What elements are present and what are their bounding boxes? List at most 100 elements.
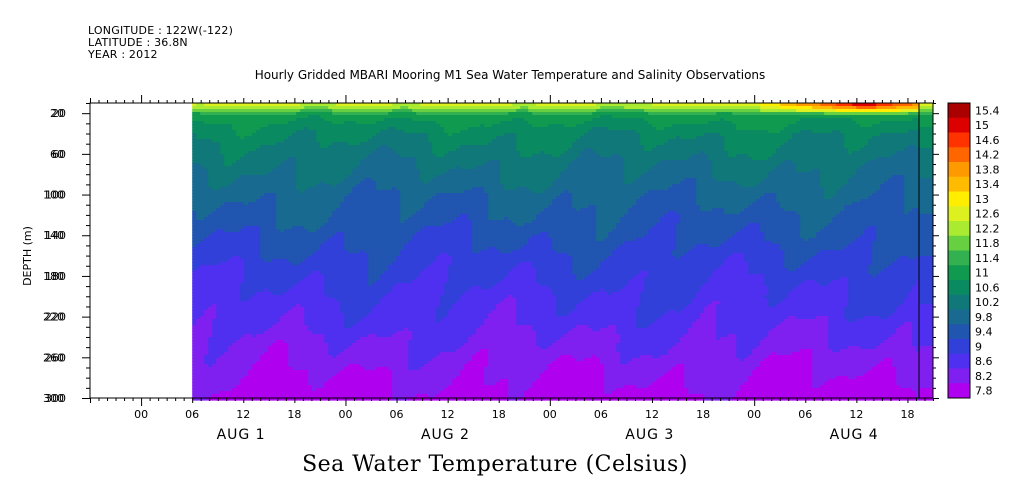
heatmap-cell [276, 229, 281, 233]
heatmap-cell [348, 373, 353, 377]
heatmap-cell [300, 382, 305, 386]
heatmap-cell [192, 316, 197, 320]
heatmap-cell [304, 340, 309, 344]
heatmap-cell [344, 262, 349, 266]
heatmap-cell [348, 220, 353, 224]
heatmap-cell [320, 358, 325, 362]
heatmap-cell [240, 337, 245, 341]
heatmap-cell [312, 112, 317, 116]
heatmap-cell [368, 127, 373, 131]
heatmap-cell [288, 142, 293, 146]
heatmap-cell [356, 229, 361, 233]
heatmap-cell [272, 349, 277, 353]
heatmap-cell [292, 388, 297, 392]
heatmap-cell [204, 229, 209, 233]
heatmap-cell [364, 175, 369, 179]
heatmap-cell [268, 286, 273, 290]
heatmap-cell [212, 112, 217, 116]
heatmap-cell [276, 268, 281, 272]
heatmap-cell [228, 283, 233, 287]
heatmap-cell [292, 181, 297, 185]
heatmap-cell [204, 103, 209, 107]
heatmap-cell [216, 352, 221, 356]
heatmap-cell [300, 121, 305, 125]
heatmap-cell [284, 190, 289, 194]
heatmap-cell [372, 193, 377, 197]
heatmap-cell [344, 157, 349, 161]
heatmap-cell [200, 349, 205, 353]
heatmap-cell [380, 274, 385, 278]
heatmap-cell [240, 163, 245, 167]
heatmap-cell [204, 355, 209, 359]
heatmap-cell [208, 220, 213, 224]
heatmap-cell [200, 163, 205, 167]
heatmap-cell [380, 262, 385, 266]
heatmap-cell [316, 316, 321, 320]
heatmap-cell [344, 307, 349, 311]
heatmap-cell [376, 364, 381, 368]
heatmap-cell [316, 253, 321, 257]
heatmap-cell [260, 241, 265, 245]
heatmap-cell [220, 385, 225, 389]
heatmap-cell [228, 193, 233, 197]
heatmap-cell [328, 127, 333, 131]
heatmap-cell [280, 385, 285, 389]
heatmap-cell [232, 298, 237, 302]
heatmap-cell [260, 304, 265, 308]
heatmap-cell [220, 259, 225, 263]
heatmap-cell [220, 343, 225, 347]
heatmap-cell [360, 304, 365, 308]
heatmap-cell [220, 397, 225, 401]
heatmap-cell [352, 124, 357, 128]
heatmap-cell [260, 148, 265, 152]
heatmap-cell [340, 343, 345, 347]
heatmap-cell [196, 253, 201, 257]
heatmap-cell [264, 301, 269, 305]
heatmap-cell [324, 373, 329, 377]
heatmap-cell [372, 388, 377, 392]
heatmap-cell [372, 211, 377, 215]
heatmap-cell [360, 256, 365, 260]
heatmap-cell [208, 385, 213, 389]
heatmap-cell [212, 268, 217, 272]
heatmap-cell [200, 346, 205, 350]
heatmap-cell [324, 331, 329, 335]
heatmap-cell [240, 211, 245, 215]
heatmap-cell [204, 172, 209, 176]
heatmap-cell [220, 316, 225, 320]
heatmap-cell [260, 163, 265, 167]
heatmap-cell [276, 190, 281, 194]
heatmap-cell [232, 349, 237, 353]
heatmap-cell [312, 301, 317, 305]
heatmap-cell [280, 322, 285, 326]
heatmap-cell [212, 355, 217, 359]
heatmap-cell [212, 376, 217, 380]
heatmap-cell [252, 238, 257, 242]
heatmap-cell [252, 172, 257, 176]
heatmap-cell [332, 262, 337, 266]
heatmap-cell [336, 148, 341, 152]
heatmap-cell [304, 244, 309, 248]
heatmap-cell [252, 220, 257, 224]
heatmap-cell [292, 316, 297, 320]
heatmap-cell [224, 103, 229, 107]
heatmap-cell [200, 190, 205, 194]
heatmap-cell [312, 160, 317, 164]
heatmap-cell [368, 319, 373, 323]
heatmap-cell [284, 286, 289, 290]
heatmap-cell [196, 154, 201, 158]
heatmap-cell [364, 142, 369, 146]
heatmap-cell [204, 379, 209, 383]
heatmap-cell [208, 316, 213, 320]
heatmap-cell [224, 157, 229, 161]
heatmap-cell [340, 124, 345, 128]
heatmap-cell [268, 160, 273, 164]
plot-area [90, 103, 933, 401]
heatmap-cell [372, 142, 377, 146]
heatmap-cell [300, 127, 305, 131]
heatmap-cell [236, 172, 241, 176]
heatmap-cell [372, 316, 377, 320]
heatmap-cell [296, 331, 301, 335]
heatmap-cell [192, 178, 197, 182]
heatmap-cell [224, 256, 229, 260]
